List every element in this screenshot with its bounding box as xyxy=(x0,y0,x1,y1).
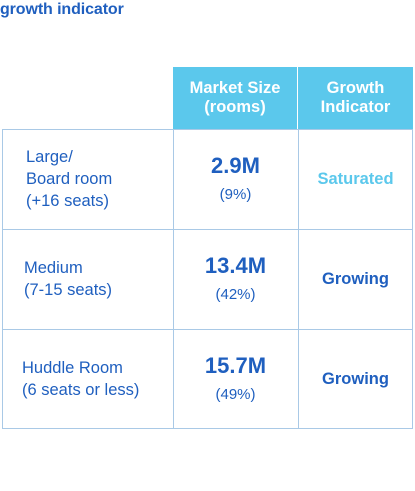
header-growth-indicator: Growth Indicator xyxy=(298,67,413,129)
market-size-percent: (42%) xyxy=(215,286,256,303)
market-size-value: 2.9M xyxy=(211,153,260,178)
header-market-size: Market Size (rooms) xyxy=(173,67,298,129)
room-type-label: Huddle Room (6 seats or less) xyxy=(2,329,173,429)
table-row: Medium (7-15 seats) 13.4M (42%) Growing xyxy=(2,229,413,329)
market-size-cell: 2.9M (9%) xyxy=(173,129,298,229)
column-divider xyxy=(412,129,413,429)
row-divider xyxy=(2,428,413,429)
market-size-percent: (9%) xyxy=(219,186,252,203)
column-divider xyxy=(173,129,174,429)
room-type-line: Large/ xyxy=(26,148,73,166)
room-type-line: (7-15 seats) xyxy=(24,281,113,299)
room-type-line: Medium xyxy=(24,259,83,277)
header-growth-indicator-line1: Growth xyxy=(326,79,385,97)
growth-indicator-value: Saturated xyxy=(317,169,394,188)
page-title: growth indicator xyxy=(0,1,124,18)
room-type-label: Large/ Board room (+16 seats) xyxy=(2,129,173,229)
market-size-value: 13.4M xyxy=(204,253,267,278)
header-growth-indicator-line2: Indicator xyxy=(320,98,391,116)
row-divider xyxy=(2,129,413,130)
table-row: Large/ Board room (+16 seats) 2.9M (9%) … xyxy=(2,129,413,229)
header-market-size-line2: (rooms) xyxy=(204,98,266,116)
row-divider xyxy=(2,329,413,330)
market-size-table: Market Size (rooms) Growth Indicator Lar… xyxy=(2,67,413,429)
column-divider xyxy=(2,129,3,429)
room-type-line: (6 seats or less) xyxy=(22,381,140,399)
table-row: Huddle Room (6 seats or less) 15.7M (49%… xyxy=(2,329,413,429)
growth-indicator-value: Growing xyxy=(322,269,389,288)
room-type-line: (+16 seats) xyxy=(26,192,109,210)
room-type-line: Huddle Room xyxy=(22,359,123,377)
market-size-cell: 15.7M (49%) xyxy=(173,329,298,429)
header-market-size-line1: Market Size xyxy=(189,79,281,97)
room-type-line: Board room xyxy=(26,170,113,188)
room-type-label: Medium (7-15 seats) xyxy=(2,229,173,329)
growth-indicator-value: Growing xyxy=(322,369,389,388)
market-size-cell: 13.4M (42%) xyxy=(173,229,298,329)
market-size-percent: (49%) xyxy=(215,386,256,403)
market-size-value: 15.7M xyxy=(204,353,267,378)
row-divider xyxy=(2,229,413,230)
column-divider xyxy=(298,129,299,429)
